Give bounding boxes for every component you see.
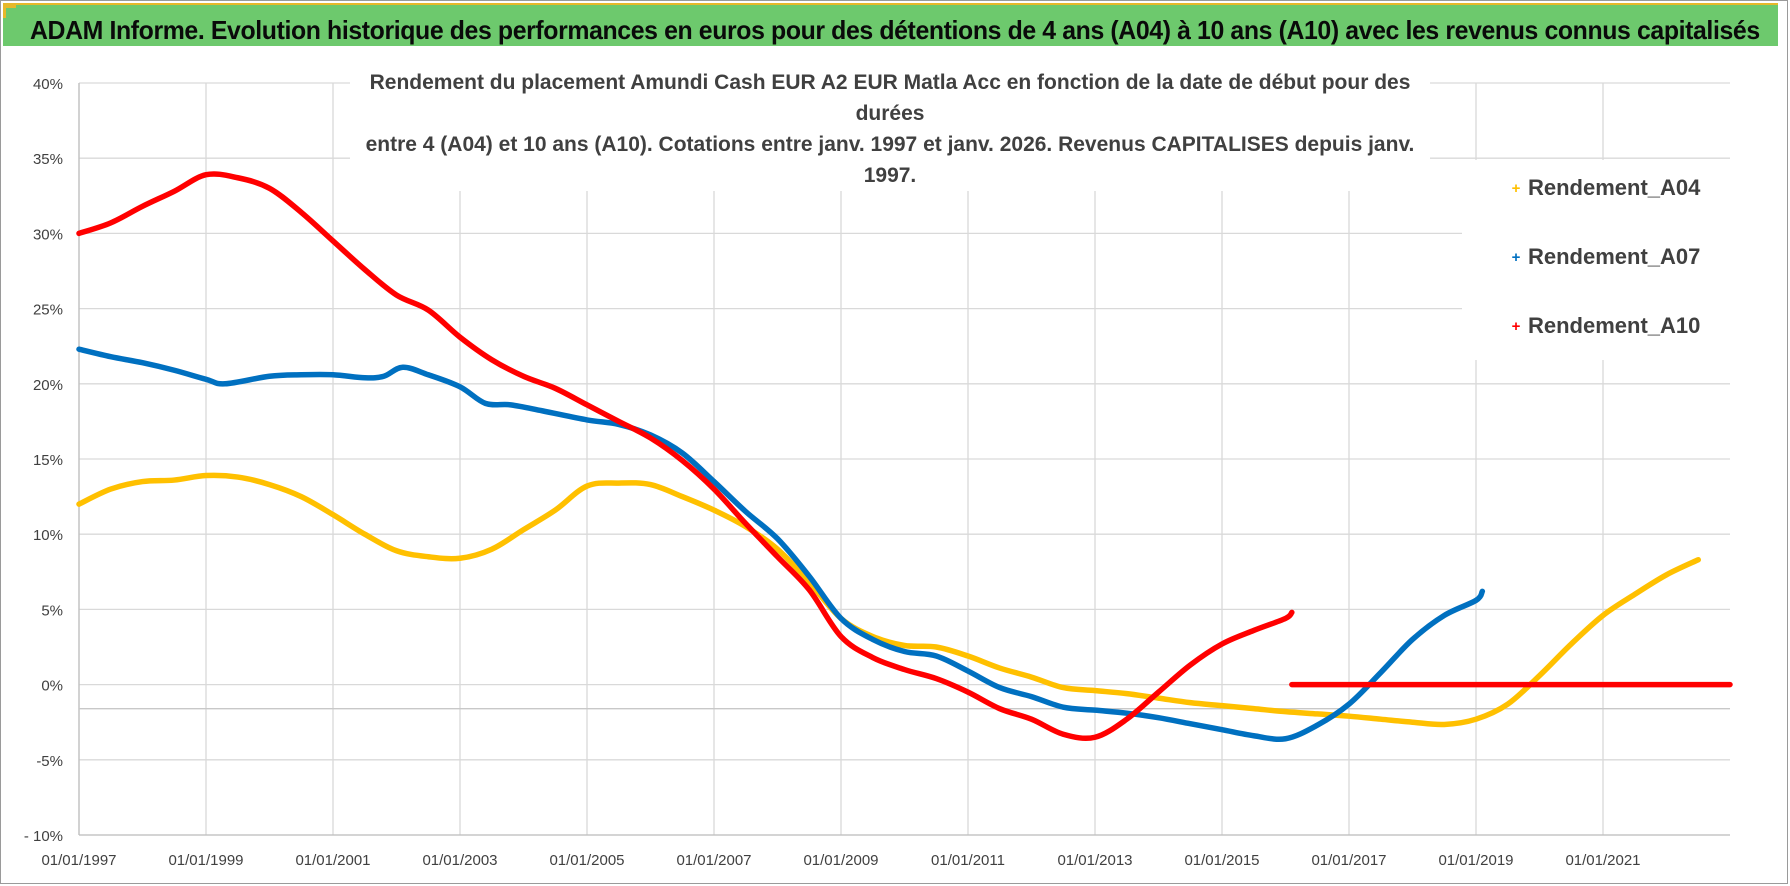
x-tick-label: 01/01/2013 (1057, 852, 1132, 869)
chart-legend: + Rendement_A04 + Rendement_A07 + Rendem… (1462, 160, 1732, 360)
x-tick-label: 01/01/1999 (168, 852, 243, 869)
y-tick-label: 30% (33, 226, 63, 243)
y-tick-label: 20% (33, 377, 63, 394)
y-tick-label: 35% (33, 151, 63, 168)
x-tick-label: 01/01/1997 (41, 852, 116, 869)
legend-label-a04: Rendement_A04 (1528, 175, 1701, 200)
legend-marker-a10: + (1511, 317, 1521, 335)
x-tick-label: 01/01/2017 (1311, 852, 1386, 869)
y-tick-label: 40% (33, 76, 63, 93)
x-tick-label: 01/01/2019 (1438, 852, 1513, 869)
page-title: ADAM Informe. Evolution historique des p… (30, 15, 1760, 45)
x-tick-label: 01/01/2007 (676, 852, 751, 869)
y-tick-label: 10% (33, 527, 63, 544)
x-tick-label: 01/01/2005 (549, 852, 624, 869)
series-line-rendement-a07 (76, 346, 1486, 742)
grid-lines (78, 82, 1730, 836)
y-tick-label: 15% (33, 452, 63, 469)
legend-item-a04: + Rendement_A04 (1508, 173, 1701, 203)
legend-label-a10: Rendement_A10 (1528, 313, 1701, 338)
tick-labels: 40% 35% 30% 25% 20% 15% 10% 5% 0% -5% - 10% 01/01/1… (24, 76, 1641, 869)
legend-marker-a04: + (1511, 179, 1521, 197)
legend-item-a07: + Rendement_A07 (1508, 242, 1701, 272)
x-tick-label: 01/01/2003 (422, 852, 497, 869)
series-lines (76, 171, 1733, 742)
x-tick-label: 01/01/2011 (931, 852, 1005, 869)
series-line-rendement-a04 (76, 472, 1701, 728)
legend-label-a07: Rendement_A07 (1528, 244, 1701, 269)
x-tick-label: 01/01/2021 (1565, 852, 1640, 869)
legend-marker-a07: + (1511, 248, 1521, 266)
y-tick-label: 0% (41, 678, 63, 695)
y-tick-label: 25% (33, 302, 63, 319)
header-bar: ADAM Informe. Evolution historique des p… (3, 3, 1778, 46)
chart-title-line-2: entre 4 (A04) et 10 ans (A10). Cotations… (365, 133, 1415, 187)
x-tick-label: 01/01/2009 (803, 852, 878, 869)
series-line-rendement-a10 (76, 171, 1295, 742)
x-tick-label: 01/01/2015 (1184, 852, 1259, 869)
header-corner-accent (3, 5, 16, 18)
x-tick-label: 01/01/2001 (295, 852, 370, 869)
y-tick-label: -5% (36, 753, 63, 770)
y-tick-label: 5% (41, 602, 63, 619)
chart-title: Rendement du placement Amundi Cash EUR A… (350, 67, 1430, 191)
chart-title-line-1: Rendement du placement Amundi Cash EUR A… (369, 71, 1411, 125)
y-tick-label: - 10% (24, 828, 63, 845)
legend-item-a10: + Rendement_A10 (1508, 311, 1701, 341)
axes (78, 83, 1730, 836)
